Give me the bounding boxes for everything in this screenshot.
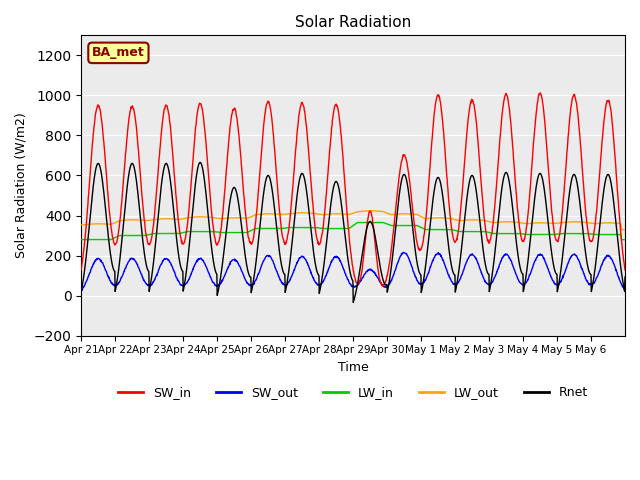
Y-axis label: Solar Radiation (W/m2): Solar Radiation (W/m2) (15, 113, 28, 258)
Title: Solar Radiation: Solar Radiation (295, 15, 412, 30)
X-axis label: Time: Time (338, 361, 369, 374)
Text: BA_met: BA_met (92, 47, 145, 60)
Legend: SW_in, SW_out, LW_in, LW_out, Rnet: SW_in, SW_out, LW_in, LW_out, Rnet (113, 382, 593, 405)
